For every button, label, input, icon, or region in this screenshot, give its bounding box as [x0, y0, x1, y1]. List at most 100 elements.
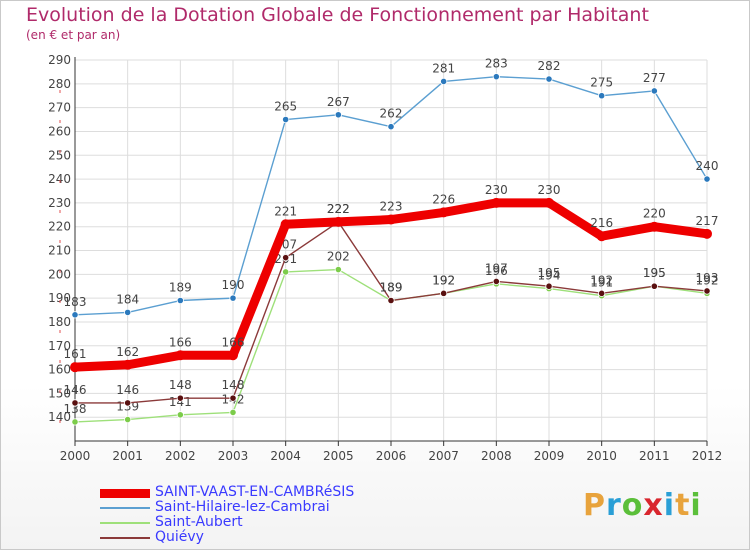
data-label: 193 [696, 271, 719, 285]
data-label: 283 [485, 57, 508, 71]
data-label: 265 [274, 100, 297, 114]
data-label: 191 [590, 276, 613, 290]
data-point [386, 214, 396, 225]
data-point [176, 411, 184, 419]
data-point [387, 123, 395, 131]
data-point [280, 219, 291, 230]
x-tick-label: 2010 [586, 449, 617, 463]
data-point [440, 77, 448, 86]
data-label: 221 [274, 204, 297, 218]
data-label: 230 [538, 183, 561, 197]
data-label: 240 [696, 159, 719, 173]
data-point [544, 197, 554, 208]
data-point [282, 268, 290, 276]
logo-letter: x [643, 488, 664, 523]
x-tick-label: 2007 [428, 449, 459, 463]
data-point [282, 115, 290, 124]
data-point [122, 359, 133, 370]
x-tick-label: 2002 [165, 449, 196, 463]
data-label: 223 [380, 200, 403, 214]
data-point [492, 277, 500, 286]
data-label: 216 [590, 216, 613, 230]
chart-title: Evolution de la Dotation Globale de Fonc… [26, 4, 649, 26]
x-tick-label: 2005 [323, 449, 354, 463]
data-point [228, 350, 238, 361]
data-label: 222 [327, 202, 350, 216]
data-label: 190 [222, 278, 245, 292]
data-label: 189 [169, 281, 192, 295]
legend-swatch [100, 488, 150, 498]
logo-letter: i [690, 488, 702, 523]
data-point [598, 92, 606, 100]
data-label: 192 [432, 273, 455, 287]
data-label: 146 [116, 383, 139, 397]
y-tick-label: 260 [48, 124, 71, 138]
data-point [440, 289, 448, 297]
y-tick-label: 140 [48, 410, 71, 424]
data-label: 196 [485, 264, 508, 278]
data-point [70, 362, 80, 373]
data-point [596, 231, 607, 242]
data-point [545, 75, 553, 83]
data-label: 146 [64, 383, 87, 397]
y-tick-label: 150 [48, 386, 71, 400]
data-label: 220 [643, 207, 666, 221]
data-point [333, 216, 344, 227]
x-tick-label: 2012 [692, 449, 723, 463]
y-tick-label: 250 [48, 148, 71, 162]
y-tick-label: 180 [48, 315, 71, 329]
data-label: 282 [538, 59, 561, 73]
logo-letter: t [675, 488, 691, 523]
data-label: 166 [169, 335, 192, 349]
data-point [650, 282, 658, 290]
legend-label: Quiévy [155, 529, 204, 545]
data-label: 184 [116, 292, 139, 306]
data-label: 217 [696, 214, 719, 228]
y-tick-label: 200 [48, 267, 71, 281]
data-point [703, 287, 711, 295]
x-tick-label: 2011 [639, 449, 670, 463]
data-point [334, 111, 342, 119]
data-point [176, 296, 184, 305]
data-point [124, 399, 132, 407]
data-label: 183 [64, 295, 87, 309]
data-label: 197 [485, 261, 508, 275]
logo-letter: P [583, 488, 606, 523]
y-tick-label: 190 [48, 291, 71, 305]
data-label: 195 [643, 266, 666, 280]
data-label: 222 [327, 202, 350, 216]
data-label: 195 [643, 266, 666, 280]
data-label: 192 [432, 273, 455, 287]
y-tick-label: 280 [48, 77, 71, 91]
x-tick-label: 2004 [270, 449, 301, 463]
legend-swatch [100, 507, 150, 509]
data-label: 226 [432, 192, 455, 206]
logo-letter: o [621, 488, 644, 523]
data-label: 162 [116, 345, 139, 359]
data-point [176, 394, 184, 402]
data-point [545, 282, 553, 290]
data-point [598, 289, 606, 297]
y-tick-label: 290 [48, 53, 71, 67]
data-point [229, 408, 237, 417]
data-label: 262 [380, 107, 403, 121]
data-label: 138 [64, 402, 87, 416]
data-point [229, 294, 237, 302]
legend-swatch [100, 522, 150, 524]
data-label: 195 [538, 266, 561, 280]
x-tick-label: 2003 [218, 449, 249, 463]
data-point [649, 221, 660, 232]
legend-swatch [100, 537, 150, 539]
data-label: 189 [380, 281, 403, 295]
y-tick-label: 160 [48, 363, 71, 377]
y-tick-label: 210 [48, 244, 71, 258]
data-label: 161 [64, 347, 87, 361]
data-point [334, 265, 342, 274]
data-point [650, 87, 658, 95]
data-point [124, 415, 132, 424]
x-tick-label: 2008 [481, 449, 512, 463]
data-point [71, 418, 79, 426]
y-tick-label: 270 [48, 101, 71, 115]
data-label: 148 [169, 378, 192, 392]
